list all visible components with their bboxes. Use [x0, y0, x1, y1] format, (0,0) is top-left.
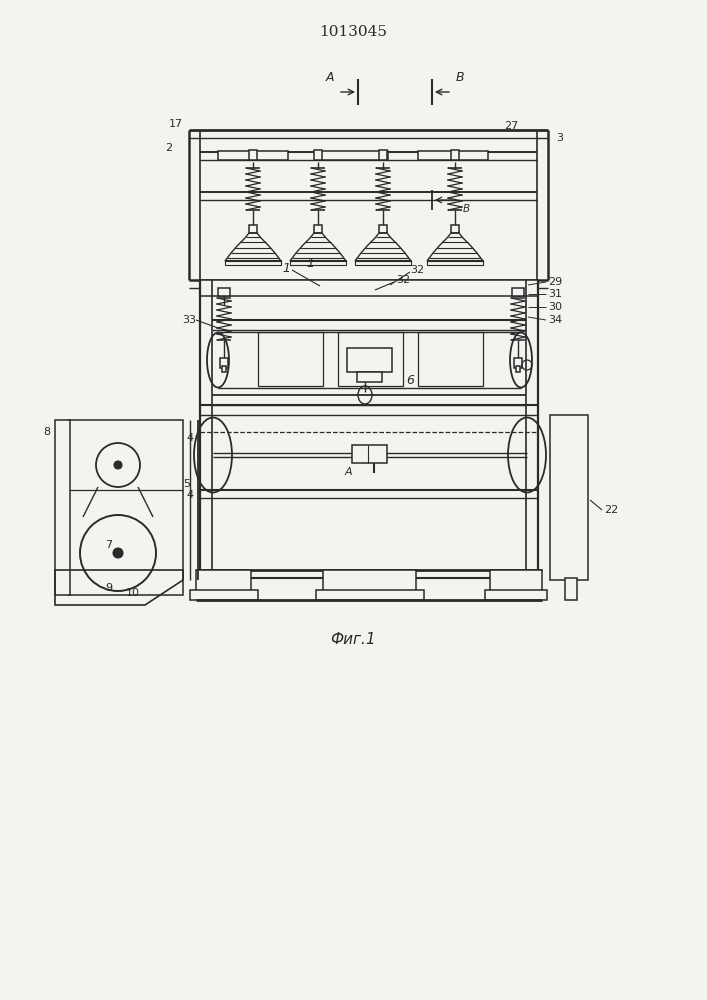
Bar [485, 590, 547, 600]
Text: 27: 27 [504, 121, 518, 131]
Bar [550, 415, 588, 580]
Bar [355, 260, 411, 265]
Bar [338, 332, 403, 386]
Bar [352, 445, 387, 463]
Bar [418, 332, 483, 386]
Bar [225, 260, 281, 265]
Bar [258, 332, 323, 386]
Text: 32: 32 [396, 275, 410, 285]
Bar [357, 372, 382, 382]
Circle shape [114, 461, 122, 469]
Text: А: А [344, 467, 352, 477]
Bar [249, 150, 257, 160]
Text: 7: 7 [105, 540, 112, 550]
Bar [249, 225, 257, 233]
Text: 34: 34 [548, 315, 562, 325]
Bar [220, 358, 228, 368]
Text: В: В [463, 204, 470, 214]
Text: 9: 9 [105, 583, 112, 593]
Bar [55, 420, 70, 595]
Text: 5: 5 [183, 479, 190, 489]
Text: 1: 1 [282, 261, 290, 274]
Bar [565, 578, 577, 600]
Bar [222, 366, 226, 372]
Bar [451, 150, 459, 160]
Text: 33: 33 [182, 315, 196, 325]
Bar [379, 150, 387, 160]
Text: 31: 31 [548, 289, 562, 299]
Text: 29: 29 [548, 277, 562, 287]
Bar [514, 358, 522, 368]
Bar [427, 260, 483, 265]
Bar [290, 260, 346, 265]
Text: 4: 4 [186, 433, 193, 443]
Text: 5: 5 [548, 479, 555, 489]
Bar [190, 590, 258, 600]
Text: 22: 22 [604, 505, 618, 515]
Text: 3: 3 [556, 133, 563, 143]
Bar [218, 151, 288, 160]
Text: 1: 1 [306, 257, 314, 270]
Bar [218, 288, 230, 296]
Text: 32: 32 [410, 265, 424, 275]
Text: 2: 2 [165, 143, 172, 153]
Text: 6: 6 [406, 373, 414, 386]
Text: А: А [326, 71, 334, 84]
Bar [418, 151, 488, 160]
Text: В: В [456, 71, 464, 84]
Text: 8: 8 [43, 427, 50, 437]
Text: 17: 17 [169, 119, 183, 129]
Bar [314, 150, 322, 160]
Bar [323, 570, 416, 592]
Text: 1013045: 1013045 [319, 25, 387, 39]
Bar [318, 151, 388, 160]
Bar [490, 570, 542, 592]
Text: Фиг.1: Фиг.1 [330, 633, 376, 648]
Text: 10: 10 [126, 588, 140, 598]
Text: 30: 30 [548, 302, 562, 312]
Bar [68, 420, 183, 595]
Circle shape [113, 548, 123, 558]
Text: 4: 4 [186, 490, 193, 500]
Bar [314, 225, 322, 233]
Bar [516, 366, 520, 372]
Bar [512, 288, 524, 296]
Bar [200, 280, 538, 296]
Bar [347, 348, 392, 372]
Bar [451, 225, 459, 233]
Bar [379, 225, 387, 233]
Bar [196, 570, 251, 592]
Bar [316, 590, 424, 600]
